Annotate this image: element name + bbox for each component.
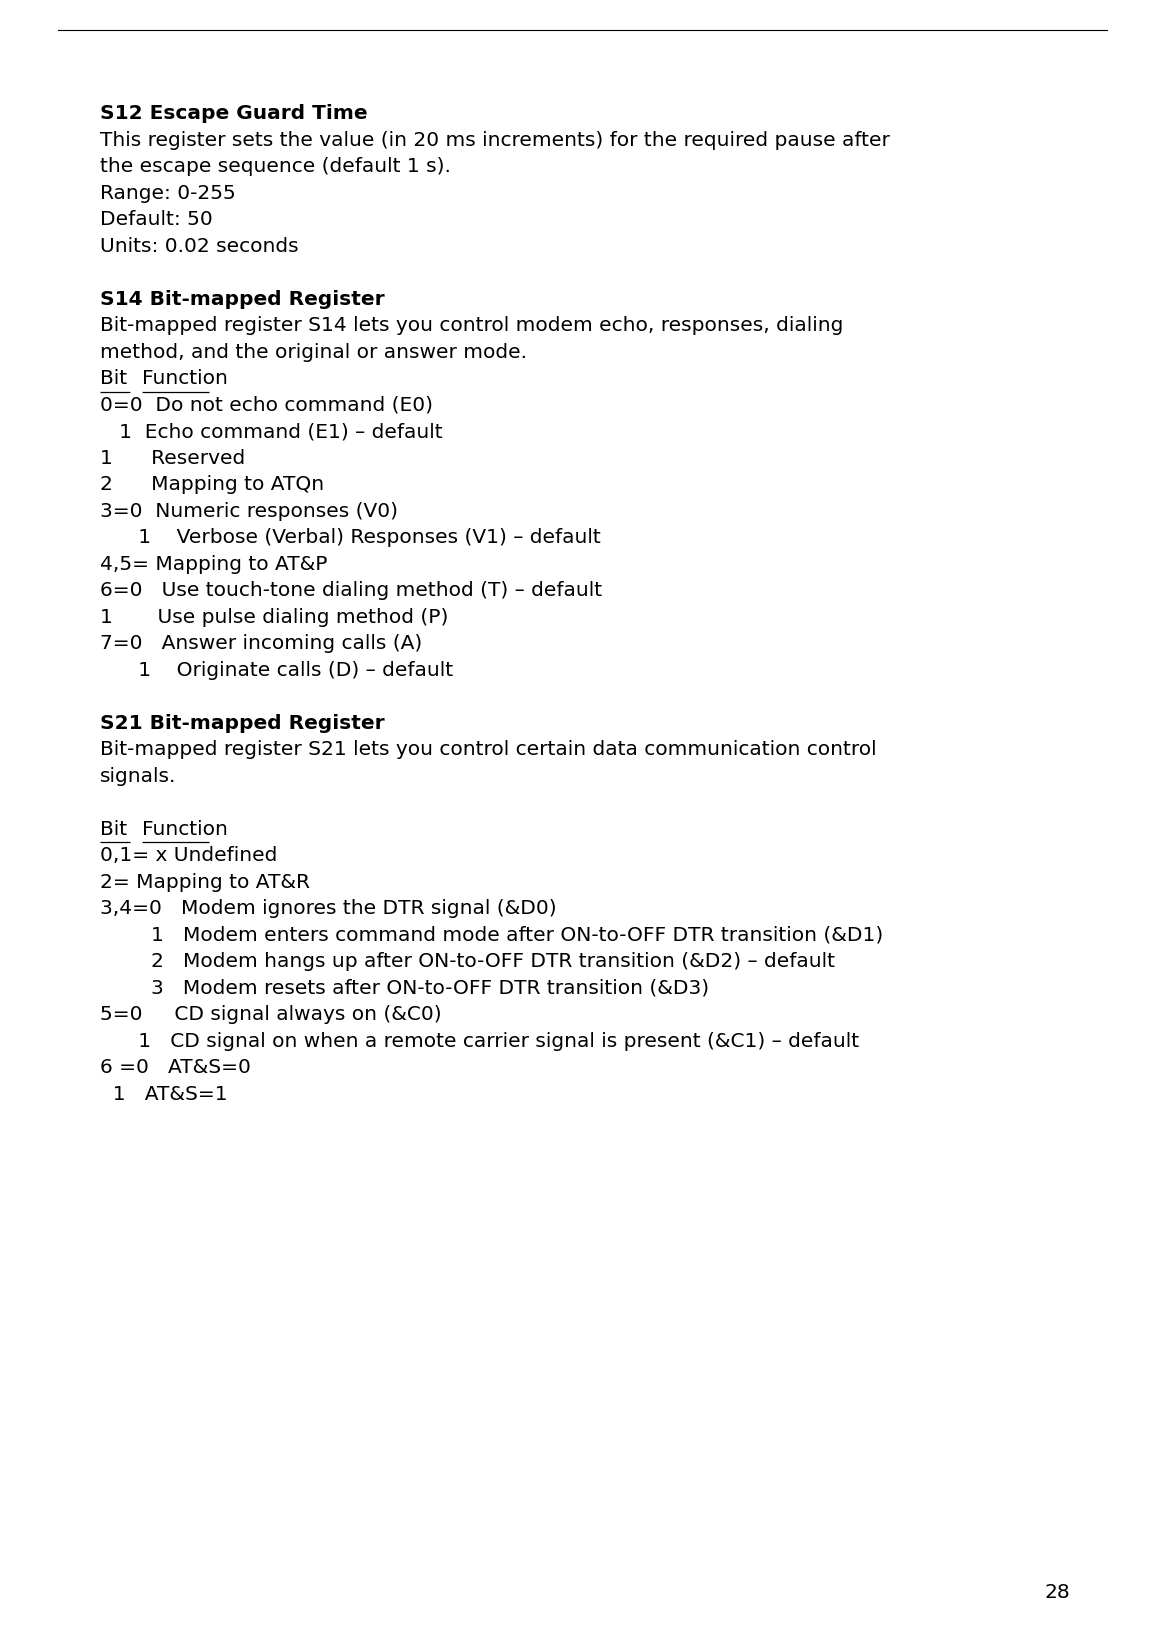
Text: 1   AT&S=1: 1 AT&S=1 [100, 1085, 227, 1103]
Text: Function: Function [142, 819, 228, 839]
Text: 3   Modem resets after ON-to-OFF DTR transition (&D3): 3 Modem resets after ON-to-OFF DTR trans… [100, 979, 709, 998]
Text: 2   Modem hangs up after ON-to-OFF DTR transition (&D2) – default: 2 Modem hangs up after ON-to-OFF DTR tra… [100, 952, 835, 970]
Text: Bit: Bit [100, 819, 127, 839]
Text: signals.: signals. [100, 767, 176, 785]
Text: 1   Modem enters command mode after ON-to-OFF DTR transition (&D1): 1 Modem enters command mode after ON-to-… [100, 926, 883, 944]
Text: Bit-mapped register S21 lets you control certain data communication control: Bit-mapped register S21 lets you control… [100, 741, 876, 759]
Text: 1       Use pulse dialing method (P): 1 Use pulse dialing method (P) [100, 608, 449, 627]
Text: S14 Bit-mapped Register: S14 Bit-mapped Register [100, 289, 384, 309]
Text: 3,4=0   Modem ignores the DTR signal (&D0): 3,4=0 Modem ignores the DTR signal (&D0) [100, 900, 557, 918]
Text: 0,1= x Undefined: 0,1= x Undefined [100, 846, 277, 865]
Text: 6 =0   AT&S=0: 6 =0 AT&S=0 [100, 1057, 250, 1077]
Text: method, and the original or answer mode.: method, and the original or answer mode. [100, 343, 527, 361]
Text: Function: Function [142, 369, 228, 388]
Text: 5=0     CD signal always on (&C0): 5=0 CD signal always on (&C0) [100, 1005, 442, 1025]
Text: 3=0  Numeric responses (V0): 3=0 Numeric responses (V0) [100, 502, 398, 521]
Text: Units: 0.02 seconds: Units: 0.02 seconds [100, 236, 298, 256]
Text: 1   CD signal on when a remote carrier signal is present (&C1) – default: 1 CD signal on when a remote carrier sig… [100, 1031, 859, 1051]
Text: 2      Mapping to ATQn: 2 Mapping to ATQn [100, 475, 324, 494]
Text: 1      Reserved: 1 Reserved [100, 448, 246, 468]
Text: 28: 28 [1045, 1583, 1071, 1603]
Text: Default: 50: Default: 50 [100, 210, 213, 230]
Text: This register sets the value (in 20 ms increments) for the required pause after: This register sets the value (in 20 ms i… [100, 131, 890, 149]
Text: Bit-mapped register S14 lets you control modem echo, responses, dialing: Bit-mapped register S14 lets you control… [100, 317, 843, 335]
Text: 7=0   Answer incoming calls (A): 7=0 Answer incoming calls (A) [100, 634, 422, 654]
Text: 6=0   Use touch-tone dialing method (T) – default: 6=0 Use touch-tone dialing method (T) – … [100, 581, 602, 599]
Text: 1    Originate calls (D) – default: 1 Originate calls (D) – default [100, 660, 453, 680]
Text: 2= Mapping to AT&R: 2= Mapping to AT&R [100, 872, 310, 892]
Text: Range: 0-255: Range: 0-255 [100, 184, 235, 202]
Text: Bit: Bit [100, 369, 127, 388]
Text: the escape sequence (default 1 s).: the escape sequence (default 1 s). [100, 158, 451, 176]
Text: 4,5= Mapping to AT&P: 4,5= Mapping to AT&P [100, 555, 327, 573]
Text: 0=0  Do not echo command (E0): 0=0 Do not echo command (E0) [100, 396, 433, 415]
Text: S21 Bit-mapped Register: S21 Bit-mapped Register [100, 714, 384, 732]
Text: 1    Verbose (Verbal) Responses (V1) – default: 1 Verbose (Verbal) Responses (V1) – defa… [100, 529, 601, 547]
Text: S12 Escape Guard Time: S12 Escape Guard Time [100, 103, 368, 123]
Text: 1  Echo command (E1) – default: 1 Echo command (E1) – default [100, 422, 443, 442]
